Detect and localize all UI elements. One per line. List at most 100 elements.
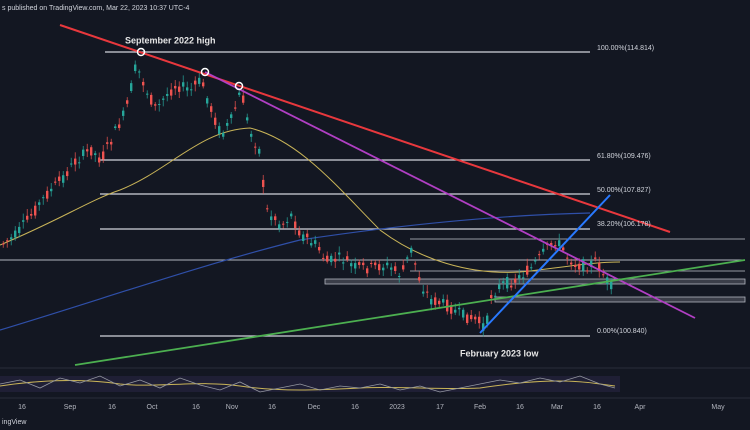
candle-body <box>458 307 461 310</box>
candle-body <box>506 277 509 289</box>
annotation: September 2022 high <box>125 35 216 45</box>
candle-body <box>146 93 149 95</box>
zone <box>324 278 746 285</box>
candle-body <box>334 258 337 262</box>
candle-body <box>174 85 177 89</box>
candle-body <box>402 265 405 270</box>
candle-body <box>210 106 213 112</box>
candle-body <box>510 285 513 288</box>
candle-body <box>602 274 605 276</box>
candle-body <box>530 267 533 269</box>
candle-body <box>554 245 557 247</box>
candle-body <box>574 264 577 268</box>
candle-body <box>10 237 13 240</box>
candle-body <box>462 309 465 318</box>
candle-body <box>442 299 445 303</box>
moving-average <box>0 212 591 331</box>
annotation: February 2023 low <box>460 348 540 358</box>
x-tick-label: Mar <box>551 404 564 411</box>
x-tick-label: 16 <box>268 404 276 411</box>
candle-body <box>426 291 429 293</box>
candle-body <box>242 95 245 103</box>
candle-body <box>338 252 341 255</box>
fib-label: 0.00%(100.840) <box>597 328 647 335</box>
marker <box>136 47 146 57</box>
marker <box>200 67 210 77</box>
logo: ingView <box>2 419 27 426</box>
candle-body <box>390 267 393 270</box>
candle-body <box>254 146 257 148</box>
candle-body <box>270 216 273 221</box>
candle-body <box>282 223 285 225</box>
zone <box>494 296 746 303</box>
candle-body <box>162 98 165 100</box>
candle-body <box>526 265 529 275</box>
x-axis: 16 Sep 16 Oct 16 Nov 16 Dec 16 2023 17 Feb 16 Mar 16 Ap… <box>18 404 725 411</box>
candle-body <box>102 151 105 160</box>
x-tick-label: 16 <box>516 404 524 411</box>
candle-body <box>250 133 253 137</box>
fib-label: 50.00%(107.827) <box>597 187 651 194</box>
candle-body <box>558 240 561 247</box>
candle-body <box>466 314 469 323</box>
candle-body <box>486 315 489 324</box>
candle-body <box>86 149 89 152</box>
candle-body <box>474 316 477 320</box>
fib-label: 38.20%(106.178) <box>597 221 651 228</box>
candle-body <box>294 221 297 229</box>
candle-body <box>238 92 241 95</box>
candle-body <box>126 100 129 104</box>
x-tick-label: Oct <box>147 404 158 411</box>
candle-body <box>478 316 481 324</box>
candle-body <box>422 291 425 294</box>
x-tick-label: Dec <box>308 404 321 411</box>
candle-body <box>414 263 417 265</box>
x-tick-label: 16 <box>192 404 200 411</box>
candle-body <box>350 263 353 267</box>
candle-body <box>14 230 17 238</box>
candle-body <box>538 254 541 256</box>
candle-body <box>278 224 281 229</box>
candle-body <box>202 82 205 87</box>
candle-body <box>398 275 401 278</box>
candle-body <box>310 243 313 246</box>
candle-body <box>394 266 397 271</box>
candle-body <box>570 262 573 265</box>
oscillator <box>0 379 616 391</box>
candle-body <box>290 213 293 217</box>
candle-body <box>346 256 349 260</box>
candle-body <box>266 208 269 210</box>
candle-body <box>590 260 593 267</box>
trendline <box>59 24 671 233</box>
candle-body <box>326 255 329 262</box>
candle-body <box>62 175 65 183</box>
candle-body <box>386 262 389 266</box>
candle-body <box>358 262 361 265</box>
candle-body <box>122 110 125 116</box>
trendline <box>204 71 696 319</box>
candle-body <box>594 257 597 259</box>
x-tick-label: 16 <box>108 404 116 411</box>
trendline <box>74 259 746 366</box>
candle-body <box>38 202 41 205</box>
x-tick-label: 16 <box>593 404 601 411</box>
candle-body <box>82 149 85 156</box>
candle-body <box>74 158 77 165</box>
candle-body <box>502 281 505 283</box>
candle-body <box>182 82 185 87</box>
candle-body <box>494 295 497 297</box>
candle-body <box>406 257 409 259</box>
candle-body <box>354 263 357 269</box>
candle-body <box>246 117 249 121</box>
candle-body <box>170 89 173 96</box>
candle-body <box>154 104 157 106</box>
candle-body <box>234 107 237 109</box>
candle-body <box>42 197 45 199</box>
trendline <box>479 194 611 334</box>
candle-body <box>366 268 369 274</box>
candle-body <box>218 126 221 134</box>
candle-body <box>46 190 49 199</box>
marker <box>234 81 244 91</box>
candle-body <box>18 226 21 234</box>
candle-body <box>194 80 197 85</box>
